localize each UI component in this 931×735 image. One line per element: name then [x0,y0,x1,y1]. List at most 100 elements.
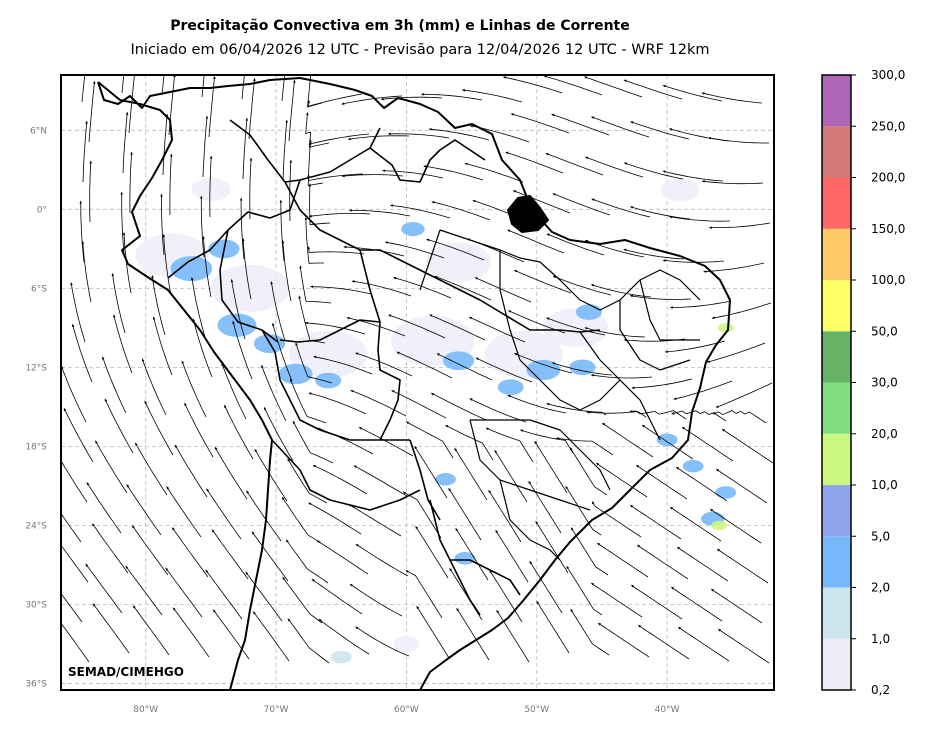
streamline [416,605,450,659]
streamline [126,484,162,536]
streamline [111,272,126,334]
streamline [631,378,693,390]
streamline [677,626,730,662]
streamline [449,567,483,621]
streamline [623,162,684,180]
streamline [166,486,202,538]
streamline [545,317,606,336]
lat-tick-label: 30°S [25,600,47,610]
streamline [707,136,769,144]
streamline [586,411,647,418]
streamline [341,174,404,178]
streamline [662,84,723,102]
colorbar-segment [822,433,851,485]
streamline [495,529,529,583]
streamline [488,489,522,543]
streamline [543,75,603,96]
lat-tick-label: 0° [37,205,47,215]
streamline [308,213,371,218]
streamline [211,529,249,580]
lon-tick-label: 80°W [133,705,158,715]
streamline [669,506,722,542]
streamline [703,262,765,273]
grid-lines [61,75,774,690]
precip-cell [217,313,257,337]
precip-cell [717,323,734,333]
streamline [95,440,128,494]
streamline [272,322,293,382]
streamline [181,360,207,418]
streamline [307,93,363,107]
streamline [711,302,772,320]
streamline [224,404,254,460]
streamline [308,133,370,145]
streamline [629,121,690,140]
colorbar-label: 20,0 [871,427,898,441]
precip-cell [330,650,352,664]
colorbar-label: 50,0 [871,324,898,338]
streamline [591,500,642,538]
streamline [546,233,605,256]
streamline [292,420,334,464]
streamline [701,92,763,104]
streamline [212,609,250,660]
streamline [669,300,732,309]
colorbar-label: 10,0 [871,478,898,492]
streamline [151,274,166,336]
streamline [221,362,247,420]
streamline [88,80,96,143]
amazon-delta [507,195,549,233]
streamline [597,622,650,658]
streamline [79,200,85,263]
precip-cell [526,359,561,381]
streamline [428,128,490,141]
streamline [299,265,332,304]
streamline [637,624,690,660]
streamline [512,190,571,214]
streamline [716,548,769,584]
streamline [316,540,369,575]
colorbar-label: 1,0 [871,632,890,646]
streamline [184,402,214,458]
streamline [584,156,644,178]
streamline [355,543,409,577]
precip-cell [289,330,368,378]
streamline [282,119,288,182]
streamline [474,277,532,303]
streamline [552,275,612,296]
streamline [174,444,208,498]
streamline [350,390,407,417]
streamline [242,238,252,300]
precip-cell [454,552,476,565]
streamline [162,113,169,176]
streamline [129,151,133,214]
colorbar: 0,2 1,0 2,0 5,0 10,0 20,0 30,0 50,0 100,0 150,0 20… [821,68,905,697]
streamline [636,544,689,580]
streamline [252,611,290,662]
streamline [89,160,92,223]
streamline [715,382,773,408]
streamline [402,491,442,539]
streamline [121,75,125,94]
lat-tick-label: 18°S [25,442,47,452]
streamline [131,525,169,576]
colorbar-label: 30,0 [871,376,898,390]
streamline [246,490,282,542]
streamline [81,75,86,103]
streamline [552,193,611,216]
streamline [281,75,286,102]
streamline [570,527,609,576]
streamline [662,170,724,182]
streamline [710,588,763,624]
streamline [546,402,607,416]
streamline [171,527,209,578]
streamline [709,508,762,544]
streamline [313,355,373,375]
streamline [673,380,733,400]
streamline [307,139,324,186]
colorbar-segment [822,485,851,537]
precip-cell [315,372,342,389]
streamline [431,201,491,221]
streamline [61,460,88,503]
streamline [494,449,528,503]
